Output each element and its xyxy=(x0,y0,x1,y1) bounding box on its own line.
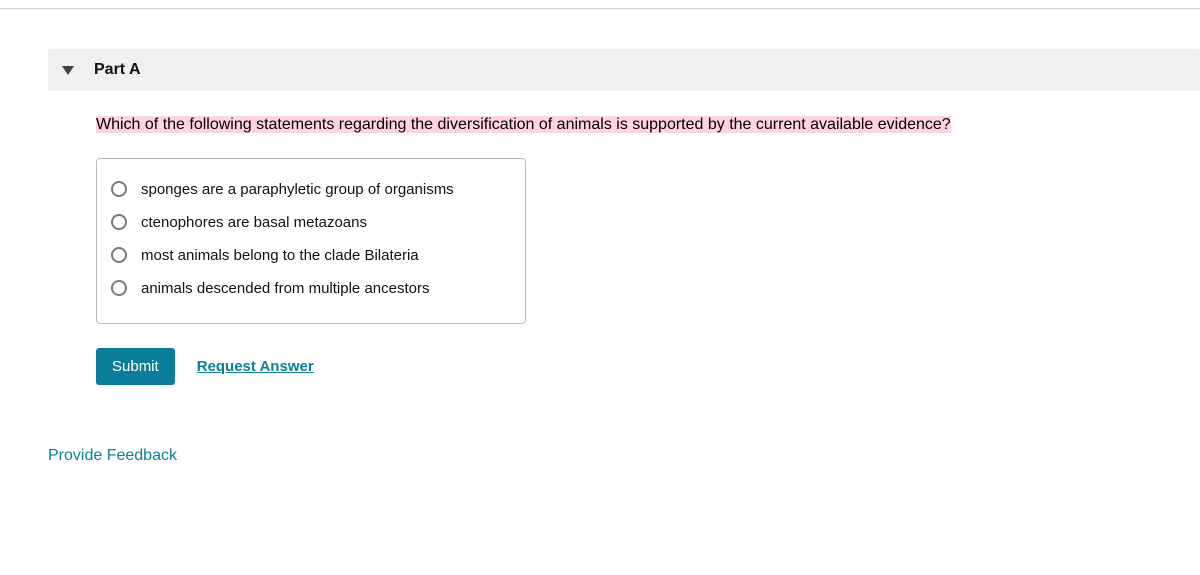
part-header[interactable]: Part A xyxy=(48,49,1200,91)
option-label: ctenophores are basal metazoans xyxy=(141,214,367,231)
request-answer-link[interactable]: Request Answer xyxy=(197,358,314,375)
option-row[interactable]: ctenophores are basal metazoans xyxy=(111,206,511,239)
radio-icon[interactable] xyxy=(111,280,127,296)
option-label: animals descended from multiple ancestor… xyxy=(141,280,429,297)
option-row[interactable]: animals descended from multiple ancestor… xyxy=(111,272,511,305)
option-label: sponges are a paraphyletic group of orga… xyxy=(141,181,454,198)
radio-icon[interactable] xyxy=(111,181,127,197)
part-label: Part A xyxy=(94,61,141,79)
question-prompt: Which of the following statements regard… xyxy=(96,116,951,133)
top-divider xyxy=(0,8,1200,9)
radio-icon[interactable] xyxy=(111,214,127,230)
option-row[interactable]: sponges are a paraphyletic group of orga… xyxy=(111,173,511,206)
submit-button[interactable]: Submit xyxy=(96,348,175,385)
radio-icon[interactable] xyxy=(111,247,127,263)
options-box: sponges are a paraphyletic group of orga… xyxy=(96,158,526,324)
action-row: Submit Request Answer xyxy=(96,348,1200,385)
disclosure-triangle-icon xyxy=(62,66,74,75)
option-row[interactable]: most animals belong to the clade Bilater… xyxy=(111,239,511,272)
option-label: most animals belong to the clade Bilater… xyxy=(141,247,419,264)
provide-feedback-link[interactable]: Provide Feedback xyxy=(48,447,177,465)
question-area: Which of the following statements regard… xyxy=(96,115,1200,385)
